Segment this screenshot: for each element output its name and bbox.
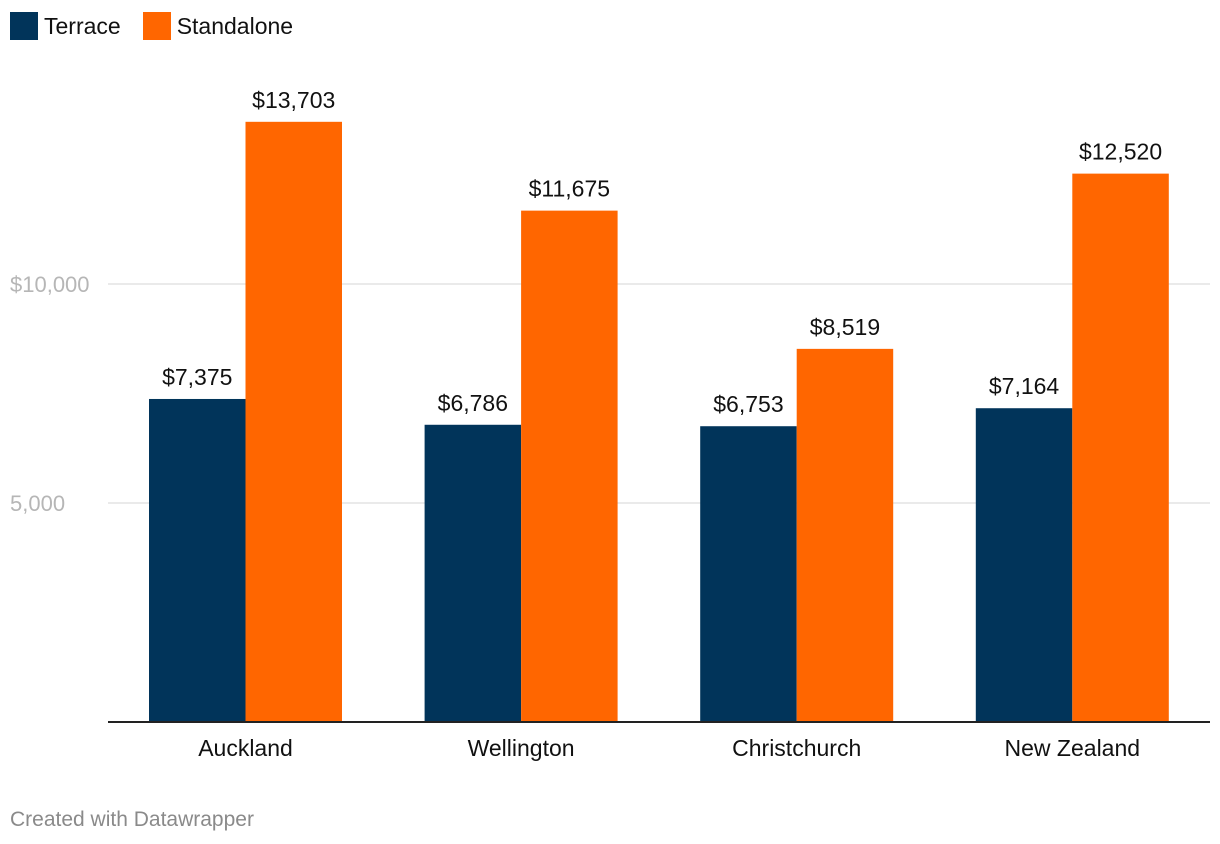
value-label-terrace-wellington: $6,786: [438, 390, 508, 416]
bar-terrace-wellington: [424, 424, 522, 722]
x-category-label-new-zealand: New Zealand: [1005, 735, 1141, 761]
bar-terrace-christchurch: [700, 426, 797, 722]
value-label-standalone-new-zealand: $12,520: [1079, 139, 1162, 165]
x-category-label-wellington: Wellington: [468, 735, 575, 761]
legend: Terrace Standalone: [10, 12, 293, 40]
bar-standalone-auckland: [245, 121, 342, 723]
legend-item-standalone: Standalone: [142, 12, 294, 40]
bar-terrace-new-zealand: [975, 408, 1073, 722]
value-label-terrace-christchurch: $6,753: [713, 391, 783, 417]
legend-swatch-terrace: [10, 12, 38, 40]
footer-credit: Created with Datawrapper: [10, 808, 254, 831]
x-category-label-christchurch: Christchurch: [732, 735, 861, 761]
y-tick-label-5000: 5,000: [10, 491, 65, 516]
legend-item-terrace: Terrace: [10, 12, 121, 40]
bar-standalone-wellington: [521, 210, 618, 722]
y-tick-label-10000: $10,000: [10, 272, 90, 297]
x-category-label-auckland: Auckland: [198, 735, 293, 761]
value-label-standalone-wellington: $11,675: [529, 176, 610, 202]
value-label-standalone-auckland: $13,703: [252, 87, 335, 113]
bar-standalone-new-zealand: [1072, 173, 1169, 722]
value-label-terrace-new-zealand: $7,164: [989, 373, 1060, 399]
value-label-terrace-auckland: $7,375: [162, 364, 232, 390]
value-label-standalone-christchurch: $8,519: [810, 314, 880, 340]
legend-label-standalone: Standalone: [176, 12, 294, 39]
legend-swatch-standalone: [142, 12, 171, 40]
bar-standalone-christchurch: [796, 348, 894, 722]
bar-chart: $10,000 5,000 $7,375 $13,703 Auckland $6,786 $…: [10, 87, 1210, 761]
legend-label-terrace: Terrace: [44, 12, 121, 39]
bar-terrace-auckland: [149, 398, 246, 722]
